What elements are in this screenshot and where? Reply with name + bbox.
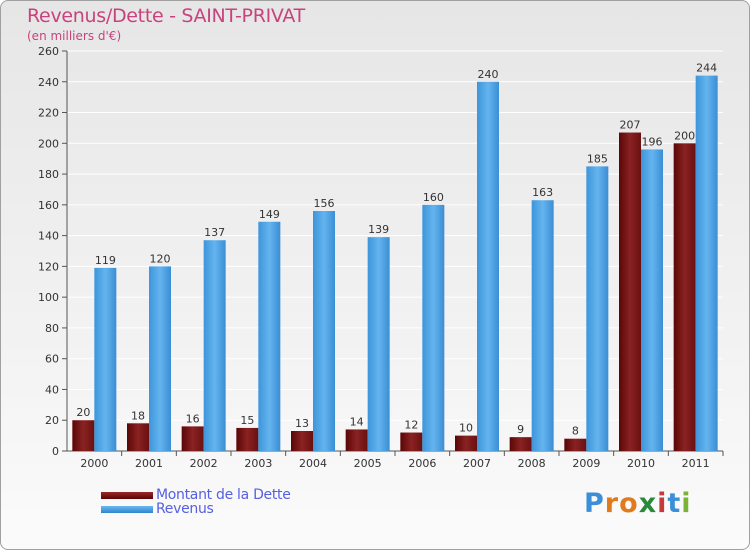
bar-revenus (94, 267, 117, 451)
y-tick-label: 80 (45, 322, 59, 335)
x-tick-label: 2003 (244, 457, 272, 470)
x-tick-label: 2000 (80, 457, 108, 470)
legend-swatch-revenus (101, 505, 153, 513)
bar-revenus (149, 266, 171, 451)
x-tick-label: 2011 (682, 457, 710, 470)
y-tick-label: 100 (38, 291, 59, 304)
data-label: 207 (620, 119, 641, 132)
legend-item-dette: Montant de la Dette (101, 486, 291, 504)
bar-dette (564, 438, 587, 451)
legend-item-revenus: Revenus (101, 500, 214, 518)
data-label: 15 (240, 414, 254, 427)
x-tick-label: 2002 (190, 457, 218, 470)
x-tick-label: 2006 (408, 457, 436, 470)
y-tick-label: 140 (38, 230, 59, 243)
bar-dette (181, 426, 204, 451)
bar-revenus (367, 237, 390, 451)
x-tick-label: 2001 (135, 457, 163, 470)
bar-dette (455, 435, 477, 451)
data-label: 14 (350, 415, 364, 428)
chart-subtitle: (en milliers d'€) (27, 29, 122, 43)
bar-revenus (203, 240, 226, 451)
y-tick-label: 220 (38, 107, 59, 120)
data-label: 139 (368, 223, 389, 236)
bar-revenus (258, 221, 281, 451)
bar-dette (619, 132, 641, 452)
bar-revenus (586, 166, 609, 451)
bar-dette (291, 431, 313, 451)
bar-dette (72, 420, 95, 451)
chart-title: Revenus/Dette - SAINT-PRIVAT (27, 5, 305, 27)
data-label: 196 (642, 135, 663, 148)
y-tick-label: 200 (38, 137, 59, 150)
data-label: 244 (696, 62, 717, 75)
bar-revenus (313, 211, 335, 451)
legend-swatch-dette (101, 491, 153, 499)
data-label: 10 (459, 422, 473, 435)
x-tick-label: 2008 (518, 457, 546, 470)
data-label: 200 (674, 129, 695, 142)
bar-dette (673, 143, 696, 452)
bar-dette (236, 427, 259, 451)
bar-revenus (695, 75, 718, 451)
data-label: 12 (404, 419, 418, 432)
y-tick-label: 40 (45, 383, 59, 396)
data-label: 9 (517, 423, 524, 436)
data-label: 8 (572, 425, 579, 438)
y-tick-label: 160 (38, 199, 59, 212)
x-tick-label: 2010 (627, 457, 655, 470)
data-label: 20 (76, 406, 90, 419)
x-tick-label: 2009 (572, 457, 600, 470)
y-tick-label: 240 (38, 76, 59, 89)
bar-revenus (531, 200, 554, 451)
legend-label-dette: Montant de la Dette (156, 487, 291, 503)
data-label: 120 (150, 252, 171, 265)
data-label: 240 (478, 68, 499, 81)
y-tick-label: 180 (38, 168, 59, 181)
y-tick-label: 20 (45, 414, 59, 427)
bar-dette (400, 432, 423, 451)
x-tick-label: 2007 (463, 457, 491, 470)
data-label: 16 (186, 412, 200, 425)
y-tick-label: 260 (38, 45, 59, 58)
data-label: 119 (95, 254, 116, 267)
x-tick-label: 2004 (299, 457, 327, 470)
bar-revenus (641, 149, 663, 451)
bar-dette (345, 429, 368, 451)
legend-label-revenus: Revenus (156, 501, 214, 517)
y-tick-label: 60 (45, 353, 59, 366)
data-label: 149 (259, 208, 280, 221)
y-tick-label: 120 (38, 260, 59, 273)
y-tick-label: 0 (52, 445, 59, 458)
bar-revenus (477, 81, 499, 452)
bar-dette (127, 423, 149, 451)
data-label: 163 (532, 186, 553, 199)
data-label: 160 (423, 191, 444, 204)
data-label: 185 (587, 152, 608, 165)
data-label: 137 (204, 226, 225, 239)
data-label: 156 (314, 197, 335, 210)
x-tick-label: 2005 (354, 457, 382, 470)
data-label: 13 (295, 417, 309, 430)
proxiti-logo: Proxiti (584, 488, 692, 519)
bar-revenus (422, 204, 445, 451)
data-label: 18 (131, 409, 145, 422)
bar-dette (509, 437, 532, 451)
